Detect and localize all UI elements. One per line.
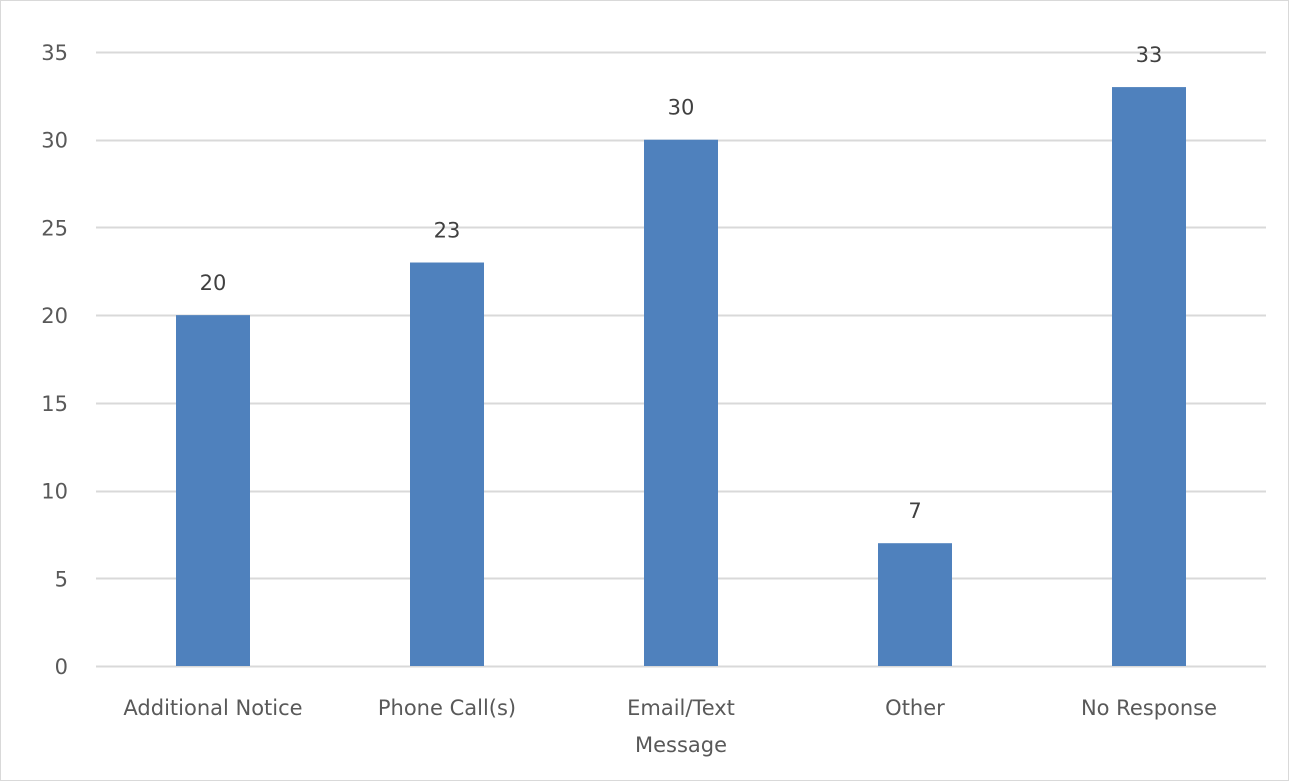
y-tick-label: 10 — [41, 480, 68, 504]
bar — [878, 543, 952, 666]
y-axis-tick-labels: 0 5 10 15 20 25 30 35 — [41, 41, 68, 679]
data-label: 30 — [668, 96, 695, 120]
bar — [644, 139, 718, 666]
x-category-label-line: Phone Call(s) — [378, 696, 516, 720]
data-labels: 20 23 30 7 33 — [200, 43, 1163, 523]
data-label: 7 — [908, 499, 921, 523]
y-tick-label: 20 — [41, 304, 68, 328]
data-label: 33 — [1136, 43, 1163, 67]
x-category-label: Email/Text Message — [627, 696, 735, 757]
data-label: 20 — [200, 271, 227, 295]
y-tick-label: 25 — [41, 216, 68, 240]
data-label: 23 — [434, 219, 461, 243]
x-category-label-line: No Response — [1081, 696, 1217, 720]
x-category-label: Additional Notice — [123, 696, 302, 720]
x-category-label-line: Message — [635, 733, 727, 757]
x-category-label-line: Additional Notice — [123, 696, 302, 720]
y-tick-label: 30 — [41, 129, 68, 153]
bar — [410, 262, 484, 666]
x-category-label: No Response — [1081, 696, 1217, 720]
x-category-label: Phone Call(s) — [378, 696, 516, 720]
y-tick-label: 15 — [41, 392, 68, 416]
bar — [1112, 87, 1186, 667]
y-tick-label: 0 — [55, 655, 68, 679]
bars — [176, 87, 1186, 667]
x-category-label-line: Email/Text — [627, 696, 735, 720]
x-category-label-line: Other — [885, 696, 945, 720]
x-axis-category-labels: Additional Notice Phone Call(s) Email/Text… — [123, 696, 1217, 757]
x-category-label: Other — [885, 696, 945, 720]
y-tick-label: 5 — [55, 567, 68, 591]
bar — [176, 315, 250, 666]
y-tick-label: 35 — [41, 41, 68, 65]
